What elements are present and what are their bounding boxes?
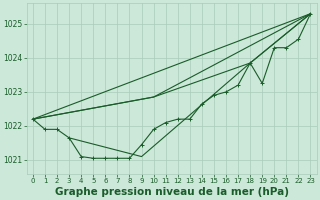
X-axis label: Graphe pression niveau de la mer (hPa): Graphe pression niveau de la mer (hPa)	[55, 187, 289, 197]
